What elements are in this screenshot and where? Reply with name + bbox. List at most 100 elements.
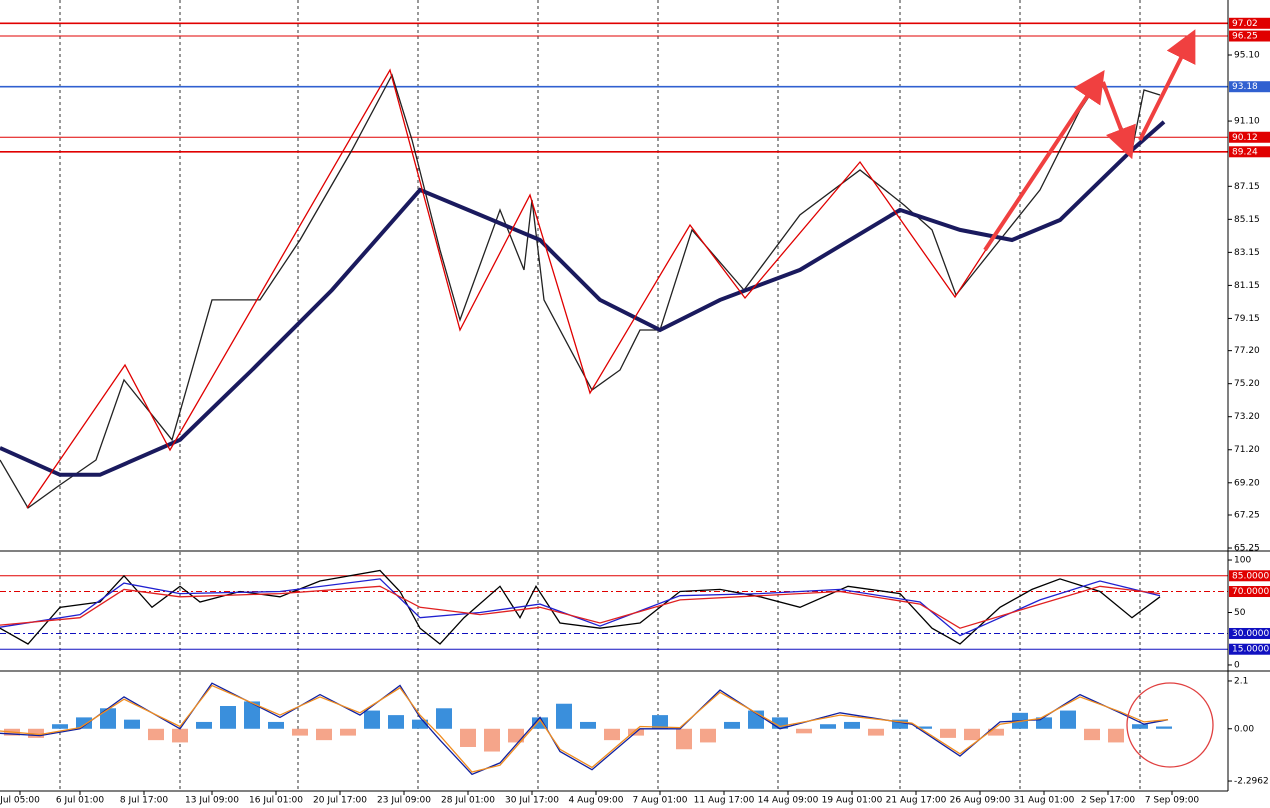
y-tick-label: 73.20 xyxy=(1234,412,1260,422)
histogram-bar xyxy=(340,728,356,736)
y-tick-label: -2.2962 xyxy=(1234,777,1269,787)
histogram-bar xyxy=(172,728,188,743)
level-box xyxy=(1229,570,1270,582)
x-tick-label: 6 Jul 01:00 xyxy=(56,796,105,806)
level-box xyxy=(1229,627,1270,639)
x-tick-label: 31 Aug 01:00 xyxy=(1014,796,1075,806)
histogram-bar xyxy=(532,717,548,729)
y-tick-label: 71.20 xyxy=(1234,445,1260,455)
y-tick-label: 100 xyxy=(1234,556,1251,566)
x-tick-label: Jul 05:00 xyxy=(0,796,40,806)
x-tick-label: 21 Aug 17:00 xyxy=(886,796,947,806)
histogram-bar xyxy=(484,728,500,752)
histogram-bar xyxy=(676,728,692,750)
level-label: 97.02 xyxy=(1232,19,1258,29)
level-label: 30.0000 xyxy=(1232,629,1269,639)
level-box xyxy=(1229,81,1270,93)
histogram-bar xyxy=(556,703,572,729)
histogram-bar xyxy=(724,721,740,729)
y-tick-label: 69.20 xyxy=(1234,478,1260,488)
series-line xyxy=(0,569,1161,645)
level-label: 96.25 xyxy=(1232,32,1258,42)
histogram-bar xyxy=(100,708,116,729)
y-tick-label: 85.15 xyxy=(1234,215,1260,225)
histogram-bar xyxy=(76,717,92,729)
x-tick-label: 23 Jul 09:00 xyxy=(377,796,431,806)
histogram-bar xyxy=(868,728,884,736)
x-tick-label: 7 Aug 01:00 xyxy=(633,796,688,806)
histogram-bar xyxy=(388,715,404,729)
histogram-bar xyxy=(292,728,308,736)
level-label: 90.12 xyxy=(1232,133,1258,143)
x-tick-label: 8 Jul 17:00 xyxy=(120,796,169,806)
histogram-bar xyxy=(988,728,1004,736)
x-tick-label: 13 Jul 09:00 xyxy=(185,796,239,806)
x-tick-label: 30 Jul 17:00 xyxy=(505,796,559,806)
y-tick-label: 79.15 xyxy=(1234,314,1260,324)
histogram-bar xyxy=(700,728,716,743)
x-tick-label: 26 Aug 09:00 xyxy=(950,796,1011,806)
level-box xyxy=(1229,17,1270,29)
histogram-bar xyxy=(796,728,812,734)
x-tick-label: 20 Jul 17:00 xyxy=(313,796,367,806)
histogram-bar xyxy=(268,721,284,729)
histogram-bar xyxy=(364,710,380,729)
y-tick-label: 95.10 xyxy=(1234,51,1260,61)
level-box xyxy=(1229,30,1270,42)
y-tick-label: 50 xyxy=(1234,608,1246,618)
highlight-circle xyxy=(1126,682,1214,768)
histogram-bar xyxy=(52,724,68,729)
arrow xyxy=(1138,29,1196,141)
histogram-bar xyxy=(124,719,140,729)
histogram-bar xyxy=(964,728,980,741)
series-line xyxy=(0,585,1161,629)
vertical-grid xyxy=(59,0,1141,791)
histogram-bar xyxy=(436,708,452,729)
series-line xyxy=(0,684,1169,773)
y-tick-label: 65.25 xyxy=(1234,544,1260,554)
level-label: 89.24 xyxy=(1232,147,1258,157)
y-tick-label: 87.15 xyxy=(1234,182,1260,192)
level-box xyxy=(1229,586,1270,598)
histogram-bar xyxy=(1036,717,1052,729)
arrow xyxy=(1101,81,1136,160)
level-label: 93.18 xyxy=(1232,82,1258,92)
y-tick-label: 75.20 xyxy=(1234,379,1260,389)
histogram-bar xyxy=(412,719,428,729)
histogram-bar xyxy=(220,706,236,729)
y-tick-label: 0.00 xyxy=(1234,724,1254,734)
histogram-bar xyxy=(1060,710,1076,729)
y-tick-label: 83.15 xyxy=(1234,248,1260,258)
histogram-bar xyxy=(508,728,524,743)
zigzag xyxy=(26,68,1131,509)
level-box xyxy=(1229,146,1270,158)
histogram-bar xyxy=(28,728,44,738)
histogram-bar xyxy=(820,724,836,729)
histogram-bar xyxy=(1108,728,1124,743)
level-label: 85.0000 xyxy=(1232,571,1269,581)
x-tick-label: 19 Aug 01:00 xyxy=(822,796,883,806)
histogram-bar xyxy=(244,701,260,729)
histogram-bar xyxy=(196,721,212,729)
x-tick-label: 28 Jul 01:00 xyxy=(441,796,495,806)
y-tick-label: 91.10 xyxy=(1234,117,1260,127)
y-tick-label: 81.15 xyxy=(1234,281,1260,291)
series-line xyxy=(0,120,1166,477)
series-line xyxy=(0,578,1161,637)
histogram-bar xyxy=(772,717,788,729)
histogram-bar xyxy=(604,728,620,741)
y-tick-label: 0 xyxy=(1234,660,1240,670)
histogram-bar xyxy=(460,728,476,747)
histogram-bar xyxy=(1156,726,1172,729)
level-label: 70.0000 xyxy=(1232,587,1269,597)
series-line xyxy=(0,73,1161,509)
histogram-bar xyxy=(1084,728,1100,741)
x-tick-label: 16 Jul 01:00 xyxy=(249,796,303,806)
histogram-bar xyxy=(892,719,908,729)
x-tick-label: 7 Sep 09:00 xyxy=(1145,796,1200,806)
y-tick-label: 67.25 xyxy=(1234,510,1260,520)
histogram-bar xyxy=(652,715,668,729)
plots xyxy=(0,22,1228,776)
histogram-bar xyxy=(580,721,596,729)
